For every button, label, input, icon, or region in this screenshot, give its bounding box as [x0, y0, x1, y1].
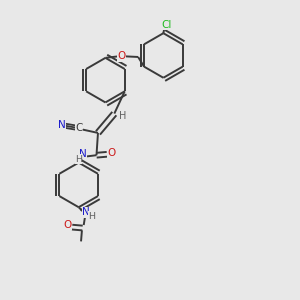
Text: H: H	[88, 212, 95, 220]
Text: O: O	[107, 148, 116, 158]
Text: N: N	[58, 120, 66, 130]
Text: H: H	[119, 111, 126, 121]
Text: N: N	[82, 207, 90, 217]
Text: C: C	[75, 124, 82, 134]
Text: O: O	[118, 51, 126, 62]
Text: N: N	[79, 149, 87, 159]
Text: Cl: Cl	[161, 20, 172, 30]
Text: O: O	[64, 220, 72, 230]
Text: H: H	[75, 154, 82, 164]
